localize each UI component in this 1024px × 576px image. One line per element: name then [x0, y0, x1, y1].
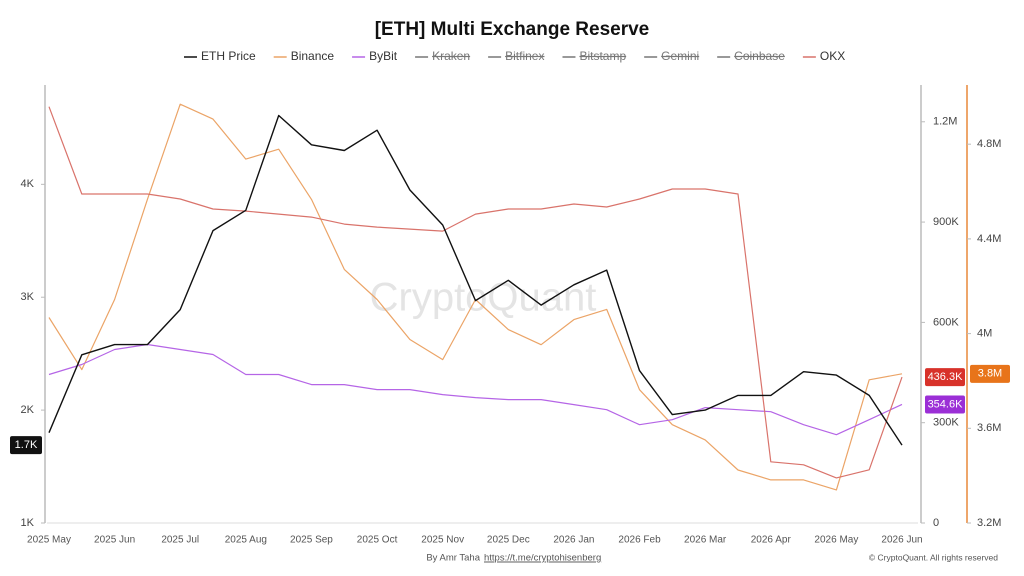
y2ticks-tick-label: 1.2M [933, 116, 957, 128]
x-tick-label: 2025 Aug [225, 535, 267, 546]
last-value-box [10, 436, 42, 455]
yticks-tick-label: 3K [21, 291, 35, 303]
watermark: CryptoQuant [370, 276, 597, 320]
copyright: © CryptoQuant. All rights reserved [869, 552, 998, 562]
y3ticks-tick-label: 3.6M [977, 422, 1001, 434]
y3ticks-tick-label: 4.8M [977, 138, 1001, 150]
last-value-box [970, 364, 1010, 383]
last-value-label: 1.7K [15, 439, 38, 451]
legend-label[interactable]: Gemini [661, 49, 699, 63]
footer-author: By Amr Taha [426, 553, 480, 564]
x-tick-label: 2026 Feb [618, 535, 661, 546]
series-line [48, 343, 903, 436]
last-value-label: 354.6K [928, 398, 964, 410]
last-value-box [925, 368, 965, 387]
x-tick-label: 2025 Dec [487, 535, 530, 546]
x-tick-label: 2025 Sep [290, 535, 333, 546]
legend-label[interactable]: Binance [291, 49, 335, 63]
last-value-label: 3.8M [978, 368, 1002, 380]
series-line [48, 106, 903, 479]
y3ticks-tick-label: 4.4M [977, 233, 1001, 245]
legend-label[interactable]: OKX [820, 49, 845, 63]
x-tick-label: 2026 May [814, 535, 858, 546]
last-value-label: 436.3K [928, 371, 964, 383]
x-tick-label: 2025 Nov [421, 535, 464, 546]
y2ticks-tick-label: 600K [933, 316, 959, 328]
legend-label[interactable]: Kraken [432, 49, 470, 63]
yticks-tick-label: 4K [21, 178, 35, 190]
x-tick-label: 2025 Jun [94, 535, 135, 546]
footer-link[interactable]: https://t.me/cryptohisenberg [484, 553, 601, 564]
x-tick-label: 2026 Jun [881, 535, 922, 546]
last-value-box [925, 395, 965, 414]
x-tick-label: 2026 Jan [553, 535, 594, 546]
yticks-tick-label: 1K [21, 517, 35, 529]
x-tick-label: 2026 Mar [684, 535, 727, 546]
x-tick-label: 2026 Apr [751, 535, 792, 546]
x-tick-label: 2025 Oct [357, 535, 398, 546]
x-tick-label: 2025 May [27, 535, 71, 546]
legend-label[interactable]: Bitfinex [505, 49, 544, 63]
y2ticks-tick-label: 300K [933, 417, 959, 429]
x-tick-label: 2025 Jul [161, 535, 199, 546]
legend-label[interactable]: Coinbase [734, 49, 785, 63]
legend-label[interactable]: ETH Price [201, 49, 256, 63]
y3ticks-tick-label: 4M [977, 328, 992, 340]
legend: ETH Price Binance ByBit Kraken Bitfinex Bitst… [184, 49, 845, 63]
y2ticks-tick-label: 0 [933, 517, 939, 529]
y2ticks-tick-label: 900K [933, 216, 959, 228]
legend-label[interactable]: ByBit [369, 49, 398, 63]
y3ticks-tick-label: 3.2M [977, 517, 1001, 529]
yticks-tick-label: 2K [21, 404, 35, 416]
series-line [48, 114, 903, 446]
chart-title: [ETH] Multi Exchange Reserve [375, 19, 650, 40]
legend-label[interactable]: Bitstamp [579, 49, 626, 63]
